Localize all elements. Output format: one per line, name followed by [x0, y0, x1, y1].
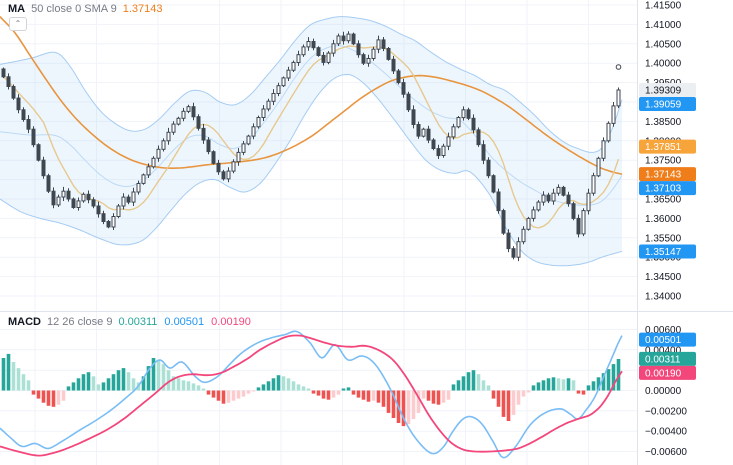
grid: [0, 0, 637, 465]
svg-text:−0.00600: −0.00600: [645, 447, 687, 458]
last-bar-marker: [615, 64, 622, 70]
svg-text:0.00501: 0.00501: [645, 335, 682, 346]
svg-text:−0.00400: −0.00400: [645, 427, 687, 438]
svg-text:0.00190: 0.00190: [645, 368, 682, 379]
legend-collapse-button[interactable]: ⌃: [9, 17, 27, 31]
svg-text:1.37143: 1.37143: [645, 170, 682, 181]
svg-text:1.39059: 1.39059: [645, 100, 682, 111]
svg-text:1.36500: 1.36500: [645, 195, 682, 206]
svg-text:1.40000: 1.40000: [645, 59, 682, 70]
svg-text:1.41500: 1.41500: [645, 1, 682, 12]
macd-line-value: 0.00501: [164, 316, 205, 328]
svg-text:0.00311: 0.00311: [645, 354, 681, 365]
svg-text:1.34000: 1.34000: [645, 292, 682, 303]
svg-text:1.41000: 1.41000: [645, 20, 682, 31]
svg-text:1.37851: 1.37851: [645, 142, 682, 153]
macd-signal-line: [0, 334, 623, 457]
svg-text:1.36000: 1.36000: [645, 214, 682, 225]
ma50-line: [0, 16, 623, 175]
macd-signal-value: 0.00190: [211, 316, 251, 328]
svg-text:0.00400: 0.00400: [645, 345, 682, 356]
sma9-line: [3, 45, 620, 229]
macd-indicator-legend[interactable]: MACD 12 26 close 9 0.00311 0.00501 0.001…: [8, 316, 251, 329]
ma-legend-value: 1.37143: [122, 3, 163, 15]
svg-text:1.35500: 1.35500: [645, 233, 682, 244]
price-pane[interactable]: [0, 0, 637, 311]
ma-legend-params: 50 close 0 SMA 9: [31, 3, 117, 15]
macd-legend-title: MACD: [8, 316, 41, 328]
svg-text:1.38500: 1.38500: [645, 117, 682, 128]
svg-text:1.34500: 1.34500: [645, 272, 682, 283]
macd-legend-params: 12 26 close 9: [47, 316, 113, 328]
svg-text:1.37103: 1.37103: [645, 184, 682, 195]
macd-axis-ticks: 0.00600 0.00400 0.00000 −0.00200 −0.00400 −0.…: [645, 325, 687, 458]
svg-text:1.35147: 1.35147: [645, 247, 682, 258]
svg-text:0.00600: 0.00600: [645, 325, 682, 336]
price-axis-value-labels: 1.39309 1.39059 1.37851 1.37143 1.37103 1.351…: [639, 83, 696, 259]
macd-histogram-value: 0.00311: [118, 316, 158, 328]
ma-indicator-legend[interactable]: MA 50 close 0 SMA 9 1.37143: [8, 3, 162, 16]
ma-legend-title: MA: [8, 3, 26, 15]
macd-axis-value-labels: 0.00501 0.00311 0.00190: [639, 332, 696, 380]
svg-text:1.40500: 1.40500: [645, 39, 682, 50]
svg-text:0.00000: 0.00000: [645, 386, 682, 397]
candlesticks: [1, 31, 621, 262]
svg-text:1.37500: 1.37500: [645, 156, 682, 167]
svg-text:1.39309: 1.39309: [645, 86, 682, 97]
macd-pane[interactable]: [0, 312, 637, 465]
chevron-up-icon: ⌃: [14, 19, 22, 28]
svg-text:−0.00200: −0.00200: [645, 406, 687, 417]
price-scale-axis[interactable]: [637, 0, 733, 465]
